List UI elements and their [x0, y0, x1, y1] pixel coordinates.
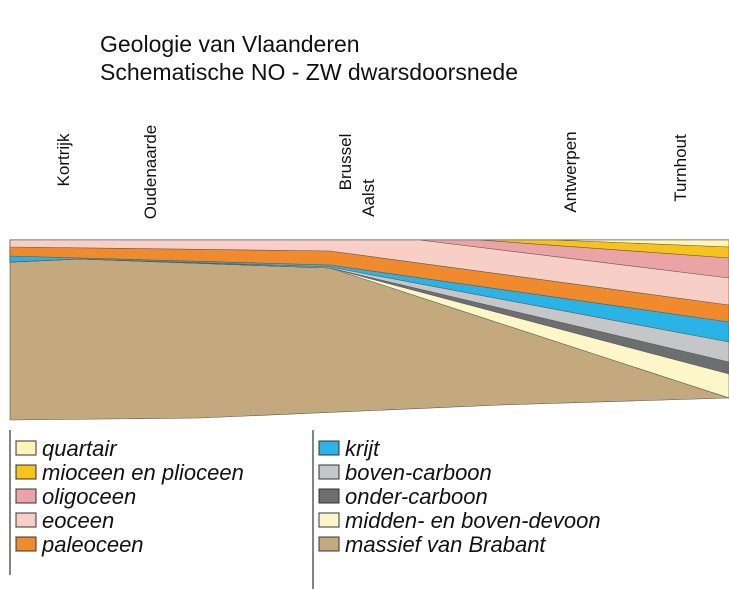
- title: Geologie van Vlaanderen: [100, 31, 360, 57]
- subtitle: Schematische NO - ZW dwarsdoorsnede: [100, 59, 518, 85]
- diagram: Geologie van Vlaanderen Schematische NO …: [0, 0, 729, 589]
- legend-label: massief van Brabant: [345, 532, 546, 557]
- legend-label: midden- en boven-devoon: [345, 508, 601, 533]
- legend-swatch: [319, 537, 339, 551]
- legend-label: mioceen en plioceen: [42, 460, 244, 485]
- legend-swatch: [319, 513, 339, 527]
- legend-label: eoceen: [42, 508, 114, 533]
- legend-label: paleoceen: [41, 532, 144, 557]
- location-label: Turnhout: [671, 134, 690, 202]
- legend-swatch: [16, 465, 36, 479]
- location-label: Brussel: [336, 134, 355, 191]
- legend-swatch: [16, 513, 36, 527]
- cross-section: [10, 240, 729, 420]
- location-label: Aalst: [359, 179, 378, 217]
- legend: quartair mioceen en plioceen oligoceen e…: [16, 436, 601, 557]
- legend-swatch: [16, 441, 36, 455]
- legend-label: oligoceen: [42, 484, 136, 509]
- legend-label: quartair: [42, 436, 118, 461]
- legend-label: onder-carboon: [345, 484, 488, 509]
- legend-label: boven-carboon: [345, 460, 492, 485]
- legend-swatch: [16, 489, 36, 503]
- location-label: Oudenaarde: [141, 125, 160, 220]
- legend-swatch: [319, 489, 339, 503]
- location-label: Kortrijk: [54, 133, 73, 186]
- legend-swatch: [16, 537, 36, 551]
- legend-swatch: [319, 465, 339, 479]
- legend-swatch: [319, 441, 339, 455]
- legend-label: krijt: [345, 436, 380, 461]
- location-label: Antwerpen: [561, 131, 580, 212]
